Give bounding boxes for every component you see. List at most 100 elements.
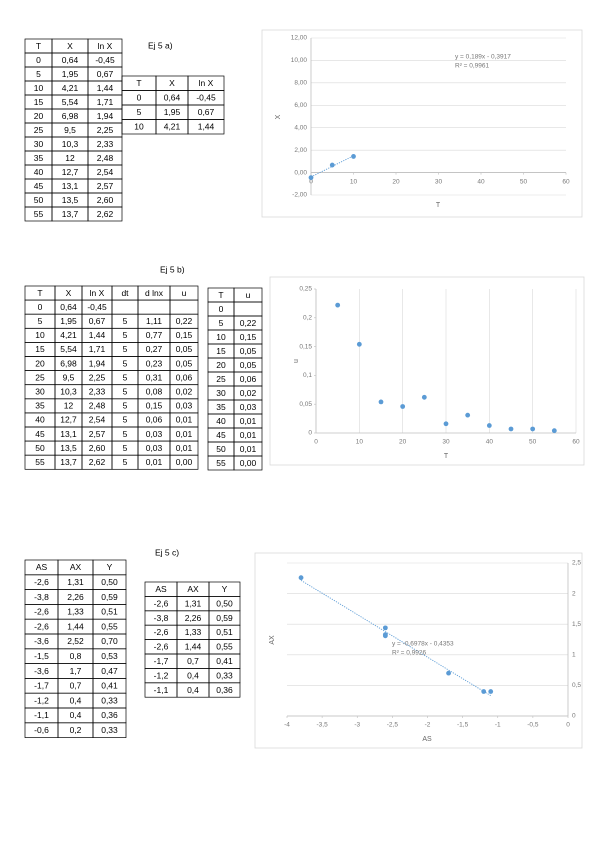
cell-text: 12,7: [60, 415, 77, 425]
y-tick-label: 0: [308, 430, 312, 437]
cell-text: 0,59: [216, 613, 233, 623]
cell-text: 1,95: [164, 107, 181, 117]
cell-text: 1,11: [146, 316, 162, 326]
x-tick-label: 20: [392, 178, 400, 185]
cell-text: 55: [216, 458, 226, 468]
cell-text: 5: [219, 318, 224, 328]
y-tick-label: 8,00: [294, 80, 307, 87]
cell-text: 13,5: [60, 443, 77, 453]
cell-text: 0,01: [240, 430, 257, 440]
cell-text: 10: [134, 122, 144, 132]
data-point: [308, 175, 314, 181]
x-tick-label: -4: [284, 722, 290, 729]
cell-text: 5: [123, 372, 128, 382]
column-header: T: [136, 78, 141, 88]
cell-text: -1,7: [154, 656, 169, 666]
x-tick-label: 60: [572, 439, 580, 446]
cell-text: 2,26: [185, 613, 202, 623]
annotation: y = -0,6978x - 0,4353: [392, 641, 454, 648]
cell-text: 0,03: [146, 429, 163, 439]
cell-text: 15: [34, 97, 44, 107]
y-tick-label: 0,1: [303, 372, 312, 379]
cell-text: -1,5: [34, 651, 49, 661]
cell-text: 12: [65, 153, 75, 163]
cell-text: 0,4: [187, 685, 199, 695]
y-tick-label: 6,00: [294, 102, 307, 109]
x-axis-label: AS: [422, 736, 432, 743]
cell-text: 0,70: [101, 636, 118, 646]
y-tick-label: 0,25: [299, 286, 312, 293]
cell-text: 1,31: [185, 598, 202, 608]
annotation: R² = 0,9961: [455, 63, 490, 70]
data-point: [486, 423, 492, 428]
cell-text: 5: [123, 358, 128, 368]
data-point: [481, 689, 487, 694]
cell-text: 40: [34, 167, 44, 177]
cell-text: 40: [216, 416, 226, 426]
data-point: [400, 404, 406, 409]
chart-frame: [269, 276, 585, 466]
cell-text: 0,67: [97, 69, 114, 79]
cell-text: 20: [35, 358, 45, 368]
cell-text: 0,2: [70, 725, 82, 735]
cell-text: 0,01: [176, 443, 193, 453]
cell-text: 0,59: [101, 592, 118, 602]
x-tick-label: -0,5: [527, 722, 539, 729]
cell-text: 0: [38, 302, 43, 312]
cell-text: 0,00: [176, 457, 193, 467]
data-point: [382, 632, 388, 638]
cell-text: 1,71: [97, 97, 114, 107]
y-tick-label: 10,00: [291, 57, 308, 64]
cell-text: 0,06: [240, 374, 257, 384]
y-tick-label: 0,15: [299, 343, 312, 350]
cell-text: 0: [219, 304, 224, 314]
x-tick-label: -1,5: [457, 722, 469, 729]
cell-text: 2,57: [97, 181, 114, 191]
column-header: X: [67, 41, 73, 51]
cell-text: 55: [35, 457, 45, 467]
cell-text: 0,33: [101, 725, 118, 735]
cell-text: 0,03: [146, 443, 163, 453]
cell-text: 40: [35, 415, 45, 425]
section-label: Ej 5 a): [148, 40, 173, 50]
y-tick-label: 0,00: [294, 169, 307, 176]
column-header: Y: [107, 562, 113, 572]
section-label: Ej 5 c): [155, 547, 179, 557]
cell-text: 0,22: [176, 316, 193, 326]
x-tick-label: 40: [486, 439, 494, 446]
cell-text: 30: [216, 388, 226, 398]
cell-text: 0,03: [240, 402, 257, 412]
cell-text: 10: [34, 83, 44, 93]
cell-text: 10: [35, 330, 45, 340]
cell-text: -1,2: [154, 670, 169, 680]
cell-text: 6,98: [62, 111, 79, 121]
cell-text: 45: [34, 181, 44, 191]
table-cell: [87, 206, 123, 222]
cell-text: 2,62: [89, 457, 106, 467]
cell-text: 0,50: [216, 598, 233, 608]
cell-text: 1,44: [198, 122, 215, 132]
cell-text: 0,33: [216, 670, 233, 680]
cell-text: 2,62: [97, 209, 114, 219]
cell-text: 5: [123, 344, 128, 354]
cell-text: 35: [34, 153, 44, 163]
y-axis-label: X: [275, 114, 282, 119]
cell-text: 1,44: [185, 642, 202, 652]
cell-text: 0,50: [101, 577, 118, 587]
data-point: [382, 625, 388, 631]
data-point: [551, 428, 557, 434]
y-axis-label: AX: [269, 635, 276, 645]
cell-text: -3,8: [34, 592, 49, 602]
cell-text: 0,01: [176, 415, 193, 425]
cell-text: 35: [35, 401, 45, 411]
column-header: AX: [70, 562, 82, 572]
data-point: [446, 670, 451, 676]
cell-text: 0,02: [240, 388, 257, 398]
cell-text: 0,67: [198, 107, 215, 117]
cell-text: 0: [137, 93, 142, 103]
cell-text: 25: [35, 372, 45, 382]
cell-text: 0,23: [146, 358, 163, 368]
x-tick-label: -2: [425, 722, 431, 729]
column-header: dt: [121, 288, 129, 298]
cell-text: 1,33: [67, 607, 84, 617]
